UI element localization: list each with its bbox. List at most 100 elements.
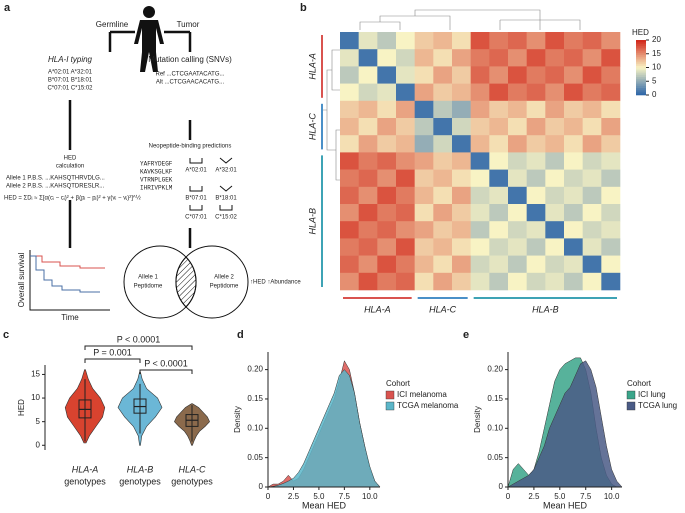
heatmap-cell [601,255,621,274]
heatmap-cell [526,169,546,188]
heatmap-cell [377,135,397,153]
axis-label: Time [61,313,79,322]
y-tick-label: 0.10 [487,423,503,432]
colorbar-label: 0 [652,90,657,99]
colorbar-step [636,85,646,88]
heatmap-cell [452,169,471,188]
heatmap-cell [452,152,471,170]
heatmap-cell [601,169,621,188]
heatmap-cell [433,221,453,239]
allele: B*18:01 [215,196,237,202]
heatmap-cell [601,135,621,153]
heatmap-cell [489,135,509,153]
label: Ref ...CTCGAATACATG... [155,72,224,78]
heatmap-cell [508,255,527,274]
heatmap-cell [470,238,490,256]
heatmap-cell [396,100,415,119]
dendrogram [322,9,581,181]
heatmap-cell [526,152,546,170]
annotation: P = 0.001 [93,347,132,357]
legend-label: ICI lung [638,390,666,399]
heatmap-cell [358,49,378,67]
heatmap-cell [489,186,509,205]
heatmap-cell [358,118,378,136]
heatmap-cell [377,83,397,102]
heatmap-cell [470,152,490,170]
heatmap-cell [340,204,359,222]
label: Allele 1 P.B.S. ...KAHSQTHRVDLG... [6,176,105,182]
colorbar-step [636,41,646,44]
heatmap-cell [414,118,434,136]
heatmap-cell [470,49,490,67]
heatmap-cell [601,238,621,256]
heatmap-cell [340,221,359,239]
label: Mutation calling (SNVs) [148,55,232,64]
heatmap-cell [545,255,565,274]
heatmap-cell [564,100,583,119]
colorbar-step [636,67,646,70]
y-tick-label: 5 [36,417,41,426]
heatmap-cell [452,255,471,274]
heatmap-cell [582,66,602,84]
heatmap-cell [433,169,453,188]
legend-swatch [626,401,636,411]
colorbar-label: 20 [652,35,661,44]
heatmap-cell [545,272,565,291]
y-tick-label: 0 [36,440,41,449]
heatmap-cell [358,169,378,188]
x-axis-label: Mean HED [543,500,588,510]
y-tick-label: 15 [31,370,40,379]
heatmap-cell [489,152,509,170]
heatmap-cell [340,66,359,84]
heatmap-cell [489,221,509,239]
heatmap-cell [414,135,434,153]
y-tick-label: 0 [499,482,504,491]
label: HLA-I typing [48,55,93,64]
heatmap-cell [582,118,602,136]
heatmap-cell [414,221,434,239]
heatmap-cell [564,83,583,102]
heatmap-cell [582,238,602,256]
x-tick-label: HLA-B [127,464,154,474]
colorbar-step [636,74,646,77]
heatmap-cell [396,272,415,291]
heatmap-cell [526,83,546,102]
heatmap-cell [452,32,471,50]
heatmap-cell [396,186,415,205]
heatmap-cell [340,255,359,274]
heatmap-cell [377,272,397,291]
heatmap-cell [545,221,565,239]
label: C*07:01 C*15:02 [47,86,93,92]
heatmap-cell [508,118,527,136]
x-tick-label: 5.0 [313,492,325,501]
heatmap-cell [470,255,490,274]
heatmap-cell [489,100,509,119]
heatmap-cell [358,204,378,222]
heatmap-cell [396,66,415,84]
heatmap-cell [545,238,565,256]
y-tick-label: 0.05 [247,453,263,462]
heatmap-cell [564,272,583,291]
heatmap-cell [601,100,621,119]
heatmap-cell [358,100,378,119]
heatmap-cell [508,66,527,84]
heatmap-cell [564,32,583,50]
heatmap-cell [564,238,583,256]
y-tick-label: 0.20 [487,365,503,374]
heatmap-cell [545,186,565,205]
heatmap-cell [433,83,453,102]
heatmap-cell [377,255,397,274]
heatmap-cell [358,152,378,170]
label: Germline [96,20,129,29]
group-label: HLA-C [307,113,317,141]
panel-label: c [3,329,9,341]
heatmap-cell [377,169,397,188]
colorbar-step [636,69,646,72]
heatmap-cell [582,83,602,102]
heatmap-cell [433,32,453,50]
heatmap-cell [470,204,490,222]
allele: B*07:01 [185,196,207,202]
colorbar-step [636,49,646,52]
heatmap-cell [414,272,434,291]
heatmap-cell [414,83,434,102]
